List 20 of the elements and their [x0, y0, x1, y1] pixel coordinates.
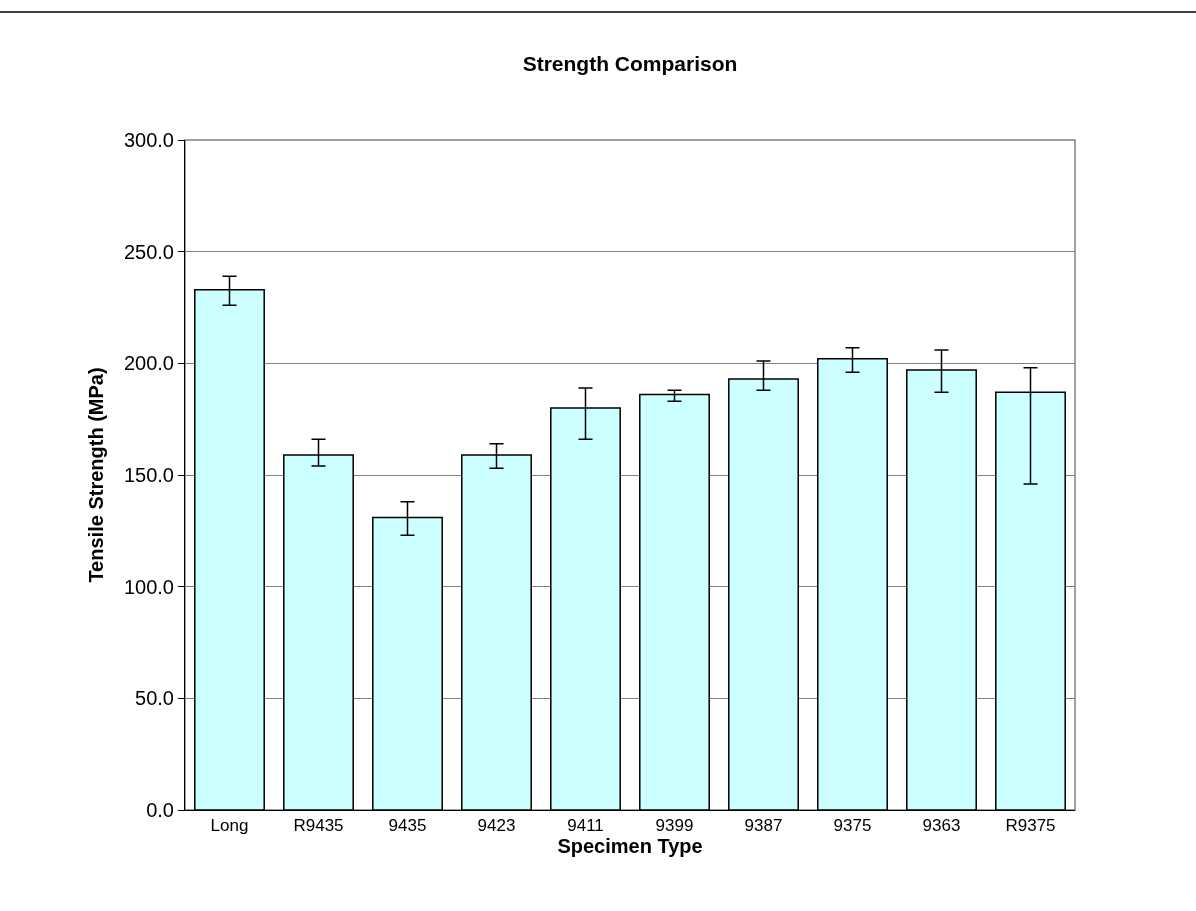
x-axis-title: Specimen Type [557, 835, 703, 858]
x-tick-label: 9411 [567, 816, 604, 836]
x-tick-label: 9375 [833, 816, 872, 836]
x-tick-label: R9435 [293, 816, 344, 836]
y-tick-label: 300.0 [123, 129, 174, 151]
x-tick-label: 9435 [388, 816, 427, 836]
y-tick-label: 200.0 [123, 352, 174, 375]
x-tick-label: 9399 [655, 816, 694, 836]
y-tick-label: 100.0 [123, 575, 174, 598]
x-tick-label: 9387 [744, 816, 783, 836]
x-tick-label: R9375 [1005, 816, 1056, 836]
y-tick-label: 250.0 [123, 240, 174, 263]
y-tick-label: 50.0 [135, 687, 174, 710]
y-tick-label: 150.0 [123, 464, 174, 486]
y-axis-title: Tensile Strength (MPa) [85, 367, 108, 583]
x-tick-label: 9423 [477, 816, 516, 836]
x-tick-label: 9363 [922, 816, 961, 836]
y-tick-label: 0.0 [146, 799, 174, 821]
x-tick-label: Long [210, 816, 249, 836]
chart-title: Strength Comparison [522, 52, 738, 76]
